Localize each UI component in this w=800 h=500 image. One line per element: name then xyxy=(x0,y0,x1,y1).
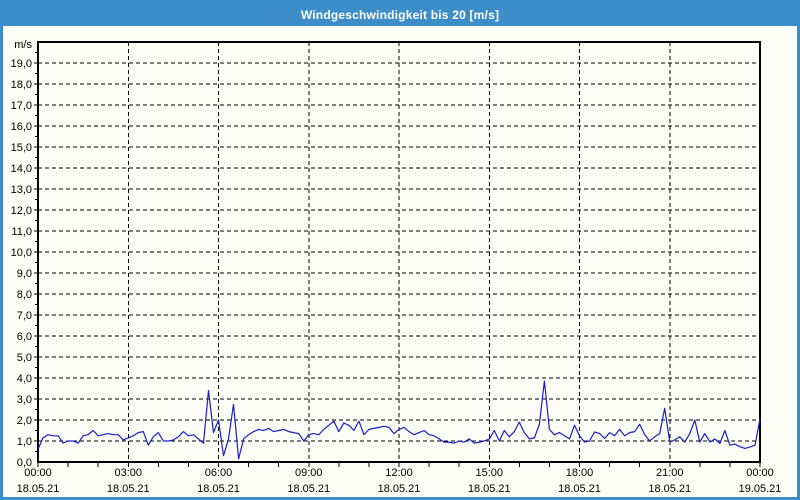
svg-text:9,0: 9,0 xyxy=(17,268,32,280)
x-tick-time: 03:00 xyxy=(114,467,142,479)
x-tick-date: 18.05.21 xyxy=(378,483,421,495)
x-tick-time: 12:00 xyxy=(385,467,413,479)
y-axis-labels: 0,0 1,0 2,0 3,0 4,0 5,0 6,0 7,0 8,0 9,0 10,0 11,0 12… xyxy=(11,58,32,469)
svg-text:12,0: 12,0 xyxy=(11,205,32,217)
axis-ticks xyxy=(34,52,761,467)
svg-text:3,0: 3,0 xyxy=(17,394,32,406)
chart-title: Windgeschwindigkeit bis 20 [m/s] xyxy=(300,7,500,22)
x-tick-date: 18.05.21 xyxy=(197,483,240,495)
svg-text:5,0: 5,0 xyxy=(17,352,32,364)
svg-text:0,0: 0,0 xyxy=(17,457,32,469)
svg-text:1,0: 1,0 xyxy=(17,436,32,448)
x-tick-date: 18.05.21 xyxy=(648,483,691,495)
svg-text:11,0: 11,0 xyxy=(11,226,32,238)
svg-text:14,0: 14,0 xyxy=(11,163,32,175)
x-tick-date: 18.05.21 xyxy=(468,483,511,495)
y-axis-unit-label: m/s xyxy=(14,39,32,51)
svg-text:10,0: 10,0 xyxy=(11,247,32,259)
x-tick-time: 09:00 xyxy=(295,467,323,479)
x-gridlines xyxy=(127,42,671,462)
wind-speed-chart: 0,0 1,0 2,0 3,0 4,0 5,0 6,0 7,0 8,0 9,0 10,0 11,0 12… xyxy=(11,39,782,495)
x-tick-time: 21:00 xyxy=(656,467,684,479)
x-tick-date: 18.05.21 xyxy=(107,483,150,495)
x-tick-time: 15:00 xyxy=(475,467,503,479)
x-tick-time: 06:00 xyxy=(205,467,233,479)
x-tick-time: 18:00 xyxy=(566,467,594,479)
svg-text:7,0: 7,0 xyxy=(17,310,32,322)
svg-text:4,0: 4,0 xyxy=(17,373,32,385)
svg-text:6,0: 6,0 xyxy=(17,331,32,343)
svg-text:18,0: 18,0 xyxy=(11,79,32,91)
x-tick-time: 00:00 xyxy=(746,467,774,479)
x-tick-time: 00:00 xyxy=(24,467,52,479)
window-title-bar: Windgeschwindigkeit bis 20 [m/s] xyxy=(3,3,797,26)
svg-text:13,0: 13,0 xyxy=(11,184,32,196)
wind-speed-line xyxy=(37,380,761,460)
svg-text:19,0: 19,0 xyxy=(11,58,32,70)
svg-text:17,0: 17,0 xyxy=(11,100,32,112)
svg-text:16,0: 16,0 xyxy=(11,121,32,133)
svg-text:15,0: 15,0 xyxy=(11,142,32,154)
chart-plot-container: 0,0 1,0 2,0 3,0 4,0 5,0 6,0 7,0 8,0 9,0 10,0 11,0 12… xyxy=(3,26,797,497)
svg-text:2,0: 2,0 xyxy=(17,415,32,427)
x-tick-date: 18.05.21 xyxy=(17,483,60,495)
x-axis-labels: 00:00 18.05.21 03:00 18.05.21 06:00 18.05.21 0… xyxy=(17,467,782,495)
x-tick-date: 19.05.21 xyxy=(739,483,782,495)
x-tick-date: 18.05.21 xyxy=(287,483,330,495)
svg-text:8,0: 8,0 xyxy=(17,289,32,301)
x-tick-date: 18.05.21 xyxy=(558,483,601,495)
